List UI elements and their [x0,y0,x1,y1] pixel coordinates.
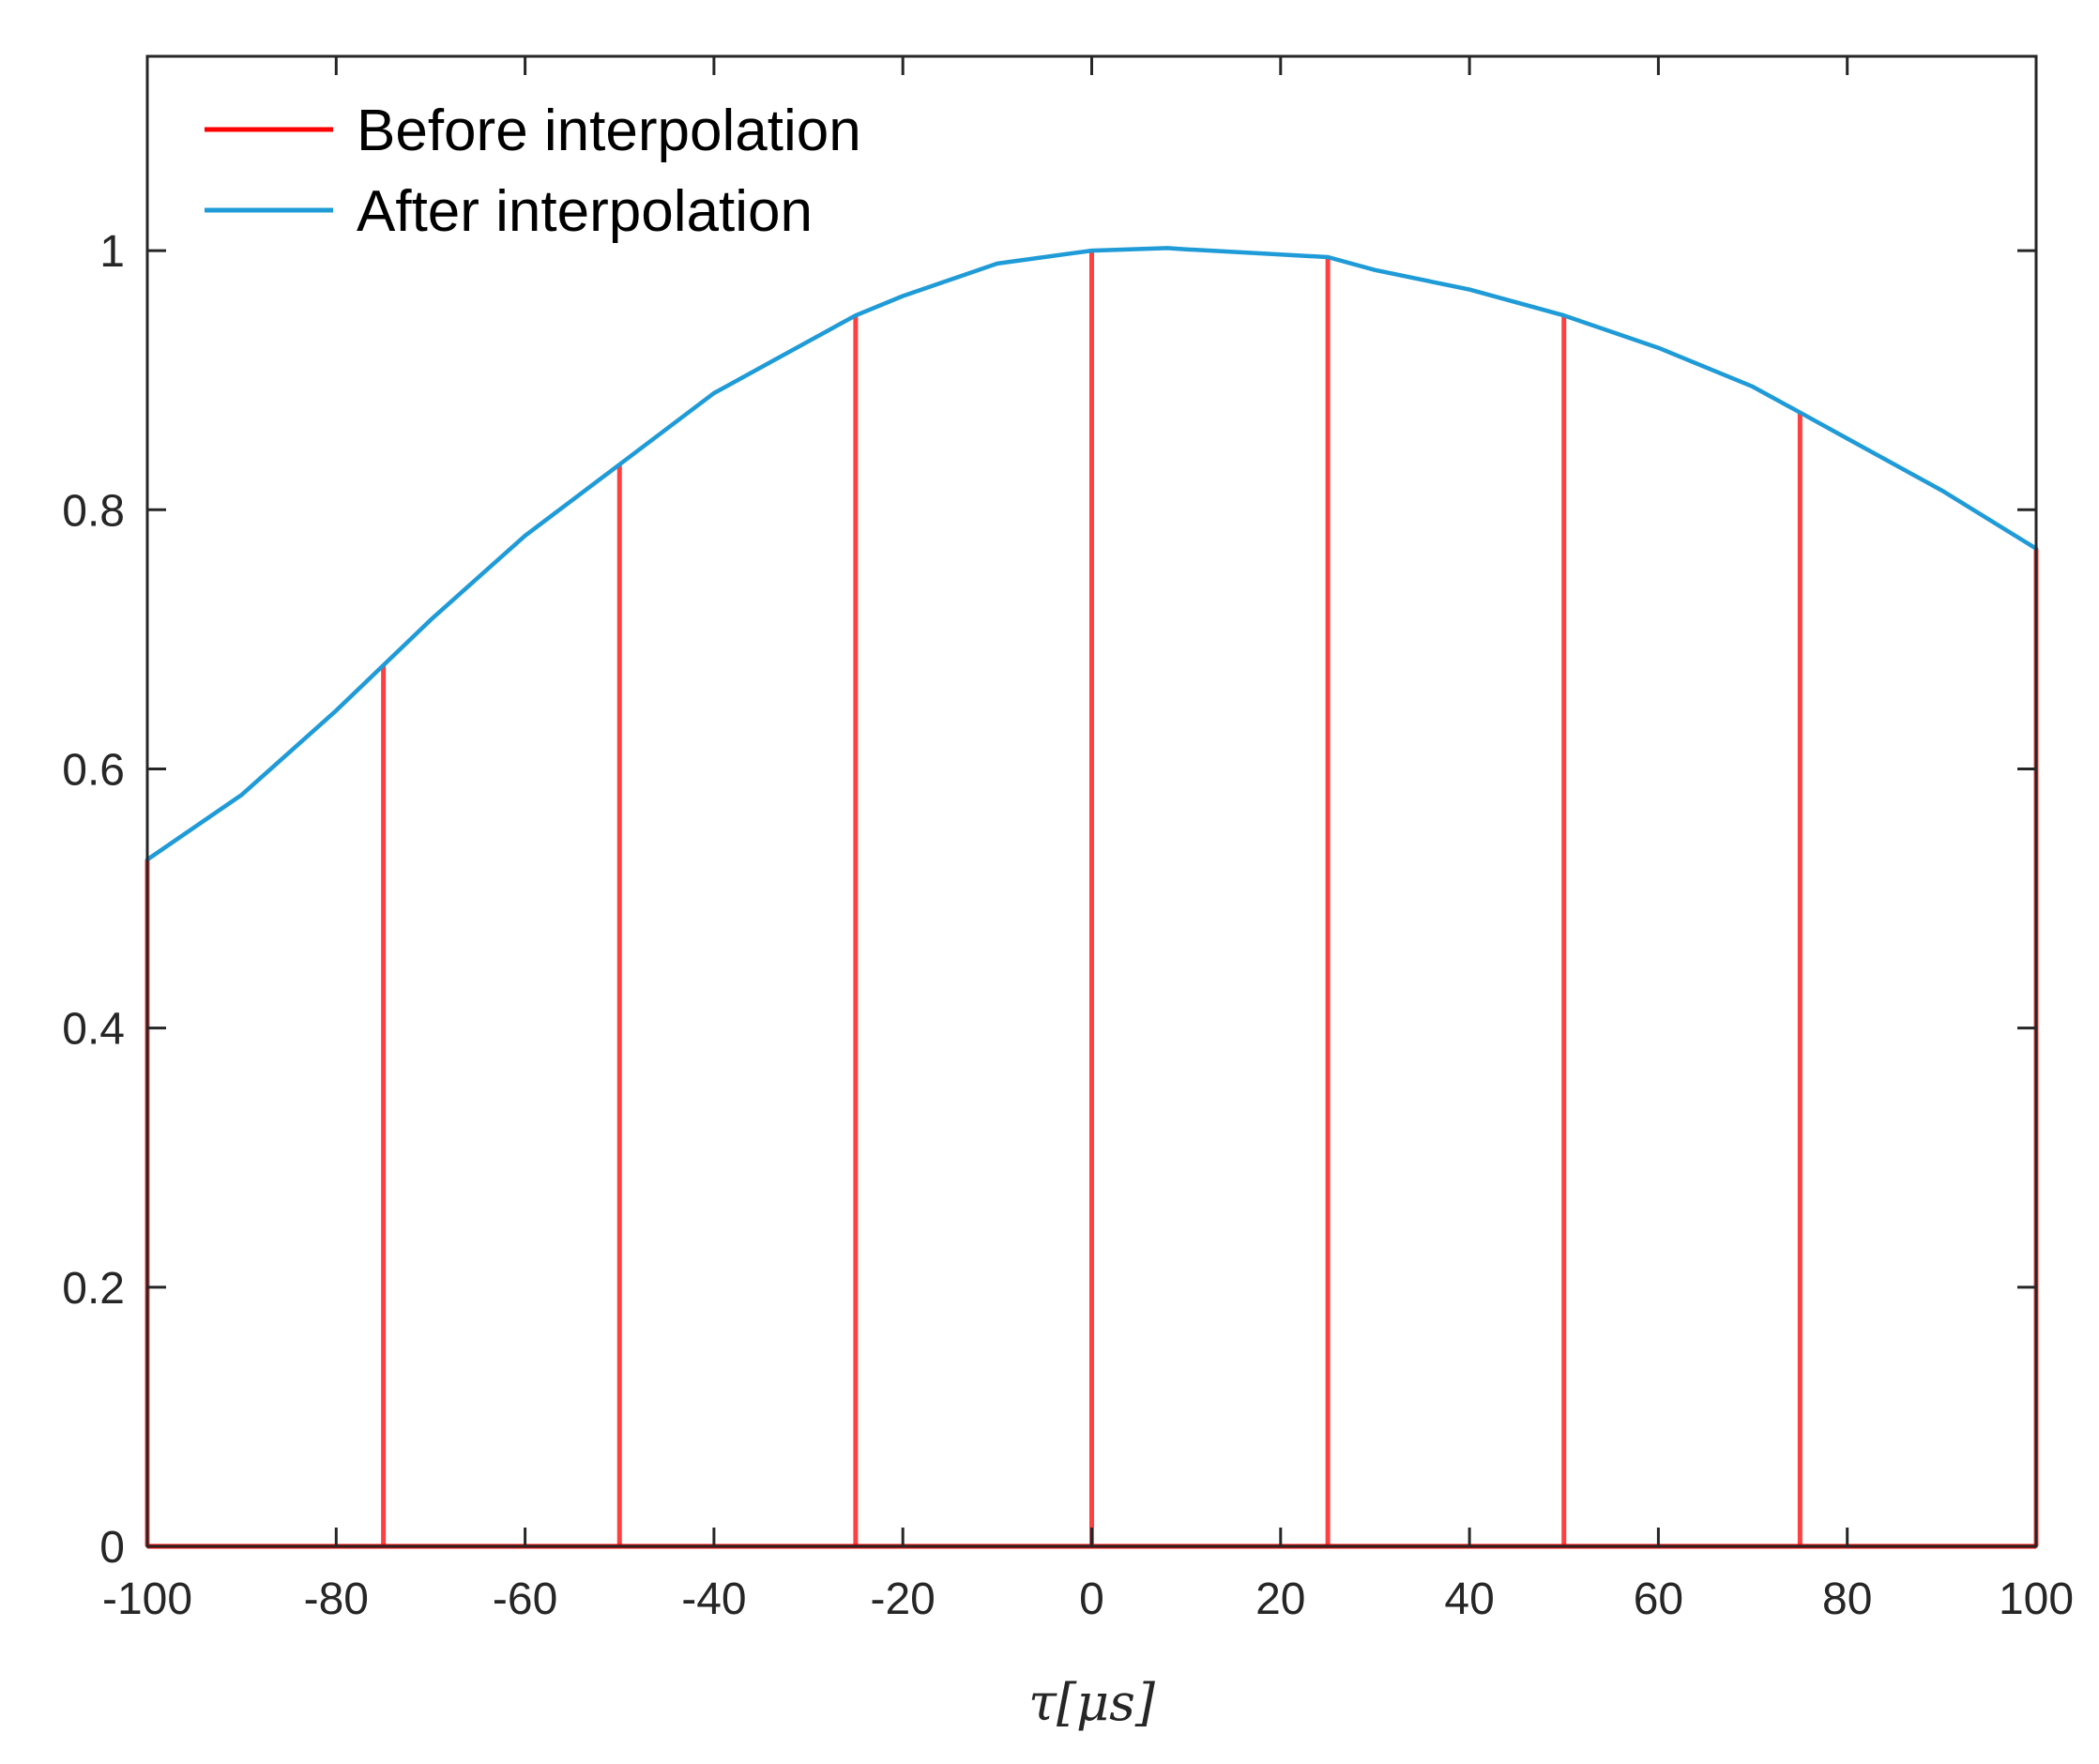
y-tick-label: 0.4 [62,1005,125,1055]
legend-label: After interpolation [357,179,813,244]
legend: Before interpolation After interpolation [205,99,861,244]
interpolated-line [144,246,2039,862]
x-tick-label: 100 [1999,1574,2074,1624]
y-tick-label: 0.2 [62,1264,125,1314]
legend-label: Before interpolation [357,99,861,163]
x-tick-label: -60 [493,1574,557,1624]
y-tick-label: 1 [99,227,125,277]
x-tick-label: -40 [681,1574,746,1624]
x-tick-label: 0 [1079,1574,1104,1624]
x-tick-label: -80 [304,1574,369,1624]
x-axis-label: τ[μs] [1028,1673,1156,1732]
y-tick-label: 0.8 [62,486,125,536]
x-tick-label: 40 [1444,1574,1494,1624]
x-tick-label: 80 [1822,1574,1872,1624]
x-tick-label: -100 [102,1574,192,1624]
y-tick-label: 0.6 [62,745,125,795]
x-tick-label: 60 [1634,1574,1683,1624]
x-tick-label: 20 [1255,1574,1305,1624]
y-tick-label: 0 [99,1523,125,1573]
axes-layer: -100 -80 -60 -40 -20 0 20 40 60 80 100 0 0.2 0.4 0.6 0.… [62,54,2074,1624]
x-tick-label: -20 [871,1574,935,1624]
